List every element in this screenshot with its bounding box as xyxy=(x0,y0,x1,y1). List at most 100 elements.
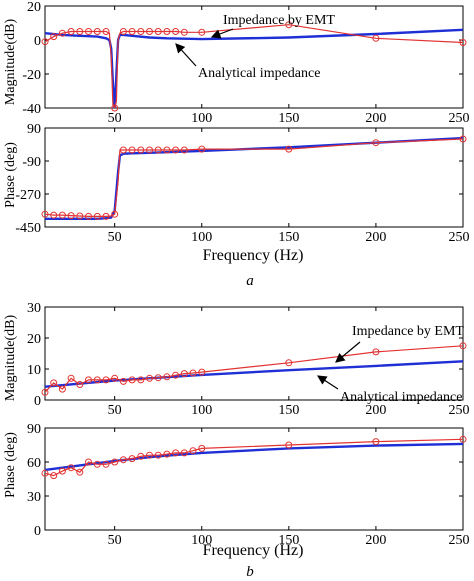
panel-a-phase-xtick-label: 250 xyxy=(449,230,470,245)
panel-b-phase-ytick-label: 60 xyxy=(27,456,41,471)
panel-b-phase-series-emt-line xyxy=(45,438,463,477)
panel-a-magnitude-series-emt-point xyxy=(128,28,136,35)
panel-b-magnitude-ylabel: Magnitude(dB) xyxy=(3,315,18,402)
panel-b-phase-series-emt-point xyxy=(163,450,171,458)
panel-a-phase-series-emt-point xyxy=(93,212,101,220)
panel-a-phase-xtick-label: 100 xyxy=(191,230,212,245)
panel-b-phase-series-emt-point xyxy=(459,435,467,443)
panel-a-phase-series-emt-point xyxy=(119,146,127,154)
panel-a-phase-series-emt-point xyxy=(111,210,119,218)
panel-a-phase-xtick-label: 150 xyxy=(278,230,299,245)
panel-a-magnitude-series-emt-point xyxy=(41,38,49,46)
panel-b-magnitude-series-emt-point xyxy=(111,374,119,382)
panel-b-magnitude-ytick-label: 30 xyxy=(27,301,41,316)
panel-b-magnitude-frame xyxy=(44,306,464,401)
annotation-arrow-emt-a xyxy=(210,28,234,39)
panel-b-phase-series-emt-point xyxy=(111,458,119,466)
panel-b-magnitude-xtick-label: 250 xyxy=(449,403,470,418)
panel-a-phase-series-emt-point xyxy=(50,211,58,219)
panel-b-phase-frame xyxy=(44,427,464,531)
panel-b-magnitude-series-emt-point xyxy=(285,359,293,367)
panel-b-magnitude-series-emt-point xyxy=(154,374,162,382)
panel-b-magnitude-series-emt-point xyxy=(67,374,75,382)
annotation-arrow-emt-b xyxy=(335,341,361,363)
panel-b-magnitude-series-emt-point xyxy=(372,348,380,356)
panel-a-magnitude-series-emt-point xyxy=(85,28,92,35)
panel-b-magnitude-ytick-label: 10 xyxy=(27,363,41,378)
panel-b-magnitude-series-emt-point xyxy=(93,376,101,384)
panel-a-phase-series-emt-point xyxy=(76,212,84,220)
annotation-emt-a: Impedance by EMT xyxy=(223,13,335,28)
panel-a-magnitude-ytick-label: 0 xyxy=(34,34,41,49)
panel-a-magnitude-series-emt-point xyxy=(137,28,145,35)
panel-a-magnitude-series-emt-point xyxy=(102,28,110,35)
panel-b-phase-series-emt-point xyxy=(76,468,84,476)
panel-b-phase-series-emt-point xyxy=(41,469,49,477)
panel-a-magnitude-xtick-label: 100 xyxy=(191,111,212,126)
panel-a-phase-xtick-label: 50 xyxy=(108,230,122,245)
panel-a-magnitude-series-emt-point xyxy=(198,28,206,36)
panel-a-phase-ytick-label: 90 xyxy=(27,122,41,137)
panel-a-magnitude-series-emt-point xyxy=(154,28,162,35)
panel-b-magnitude-series-emt-point xyxy=(146,374,153,382)
panel-a-magnitude-series-emt-point xyxy=(163,28,171,35)
panel-b-magnitude-series-emt-line xyxy=(45,345,463,393)
panel-a-magnitude-ylabel: Magnitude(dB) xyxy=(3,19,18,106)
panel-a-magnitude-frame xyxy=(44,5,464,109)
panel-a-phase-series-emt-line xyxy=(45,138,463,217)
panel-a-phase-ytick-label: -90 xyxy=(22,155,41,170)
panel-a-phase-frame xyxy=(44,127,464,228)
panel-b-phase-series-emt-point xyxy=(119,456,127,464)
panel-a-phase-series-emt-point xyxy=(372,139,380,147)
annotation-emt-b: Impedance by EMT xyxy=(352,324,464,339)
panel-a-phase-series-emt-point xyxy=(154,146,162,154)
panel-b-phase-ytick-label: 90 xyxy=(27,422,41,437)
annotation-analytical-b: Analytical impedance xyxy=(340,390,462,405)
panel-b-magnitude-series-emt-point xyxy=(189,369,197,377)
panel-b-phase-xtick-label: 200 xyxy=(365,533,386,548)
panel-a-magnitude-series-emt-point xyxy=(76,28,84,35)
panel-a-magnitude-series-emt-point xyxy=(93,28,101,35)
panel-b-phase-series-emt-point xyxy=(137,452,145,460)
panel-b-phase-ytick-label: 0 xyxy=(34,524,41,539)
panel-a-phase-series-emt-point xyxy=(102,212,110,220)
panel-a-magnitude-series-emt-point xyxy=(180,28,188,36)
panel-b-phase-series-emt-point xyxy=(67,464,75,472)
panel-b-phase-xtick-label: 100 xyxy=(191,533,212,548)
panel-a-phase-series-emt-point xyxy=(285,145,293,153)
panel-b-phase-xtick-label: 50 xyxy=(108,533,122,548)
panel-b-phase-series-emt-point xyxy=(58,467,66,475)
panel-b-phase-series-emt-point xyxy=(128,455,136,463)
panel-a-phase-series-emt-point xyxy=(67,212,75,220)
panel-a-phase-series-emt-point xyxy=(137,146,145,154)
panel-b-magnitude-series-emt-point xyxy=(85,376,92,384)
panel-b-phase-series-emt-point xyxy=(285,441,293,449)
panel-b-magnitude-series-emt-point xyxy=(198,368,206,376)
panel-a-magnitude-ytick-label: 20 xyxy=(27,0,41,15)
panel-a-phase-series-emt-point xyxy=(41,210,49,218)
panel-a-magnitude-xtick-label: 250 xyxy=(449,111,470,126)
annotation-analytical-a: Analytical impedance xyxy=(198,66,320,81)
panel-b-phase-series-emt-point xyxy=(146,451,153,459)
panel-a-magnitude-ytick-label: -20 xyxy=(22,68,41,83)
panel-b-magnitude-series-emt-point xyxy=(128,376,136,384)
panel-b-magnitude-series-emt-point xyxy=(137,376,145,384)
panel-b-phase-series-emt-point xyxy=(50,472,58,480)
panel-b-phase-xtick-label: 250 xyxy=(449,533,470,548)
panel-b-magnitude-series-emt-point xyxy=(180,370,188,378)
panel-b-xlabel: Frequency (Hz) xyxy=(203,542,304,559)
panel-a-phase-ylabel: Phase (deg) xyxy=(3,142,18,208)
panel-b-magnitude-series-emt-point xyxy=(102,376,110,384)
panel-b-magnitude-ytick-label: 20 xyxy=(27,332,41,347)
annotation-arrow-analytical-a xyxy=(175,43,197,67)
panel-b-magnitude-series-emt-point xyxy=(119,377,127,385)
panel-b-phase-series-emt-point xyxy=(85,458,92,466)
panel-a-magnitude-series-emt-point xyxy=(459,39,467,46)
panel-b-magnitude-series-emt-point xyxy=(58,385,66,393)
panel-b-magnitude-xtick-label: 100 xyxy=(191,403,212,418)
panel-b-phase-series-emt-point xyxy=(189,447,197,455)
panel-b-phase-series-emt-point xyxy=(154,451,162,459)
